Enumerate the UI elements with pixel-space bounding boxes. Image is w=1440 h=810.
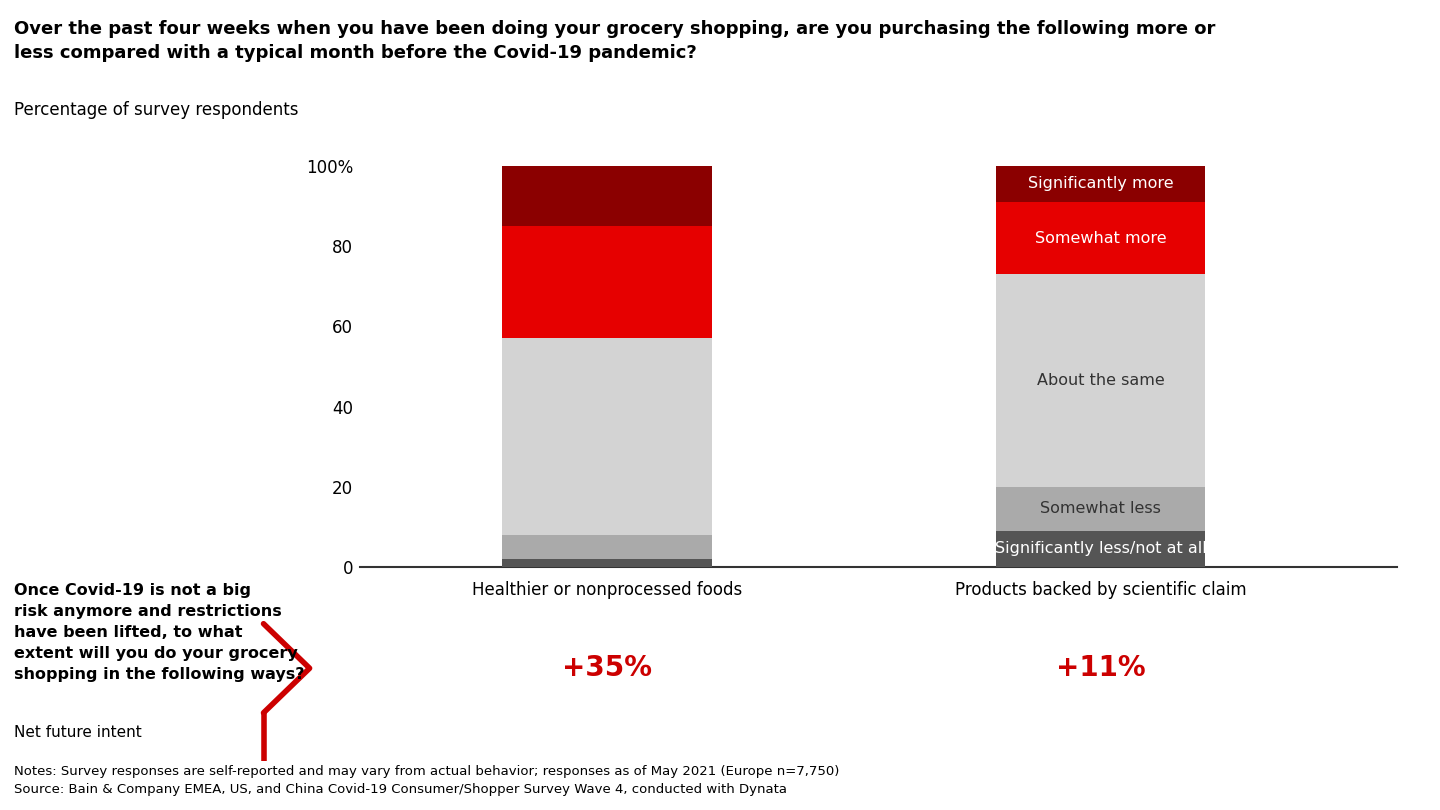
Bar	[995, 487, 1205, 531]
Text: Percentage of survey respondents: Percentage of survey respondents	[14, 101, 300, 119]
Bar	[503, 535, 711, 559]
Text: Net future intent: Net future intent	[14, 725, 143, 740]
Text: Notes: Survey responses are self-reported and may vary from actual behavior; res: Notes: Survey responses are self-reporte…	[14, 765, 840, 796]
Bar	[503, 226, 711, 339]
Bar	[995, 531, 1205, 567]
Text: Once Covid-19 is not a big
risk anymore and restrictions
have been lifted, to wh: Once Covid-19 is not a big risk anymore …	[14, 583, 305, 682]
Bar	[995, 202, 1205, 274]
Text: Significantly more: Significantly more	[1028, 177, 1174, 191]
Bar	[995, 166, 1205, 202]
Bar	[503, 166, 711, 226]
Text: Somewhat less: Somewhat less	[1040, 501, 1161, 516]
Text: Somewhat more: Somewhat more	[1035, 231, 1166, 245]
Text: Over the past four weeks when you have been doing your grocery shopping, are you: Over the past four weeks when you have b…	[14, 20, 1215, 62]
Text: Significantly less/not at all: Significantly less/not at all	[995, 541, 1207, 556]
Text: About the same: About the same	[1037, 373, 1165, 388]
Bar	[503, 559, 711, 567]
Text: +11%: +11%	[1056, 654, 1145, 682]
Bar	[995, 274, 1205, 487]
Text: +35%: +35%	[562, 654, 652, 682]
Bar	[503, 339, 711, 535]
